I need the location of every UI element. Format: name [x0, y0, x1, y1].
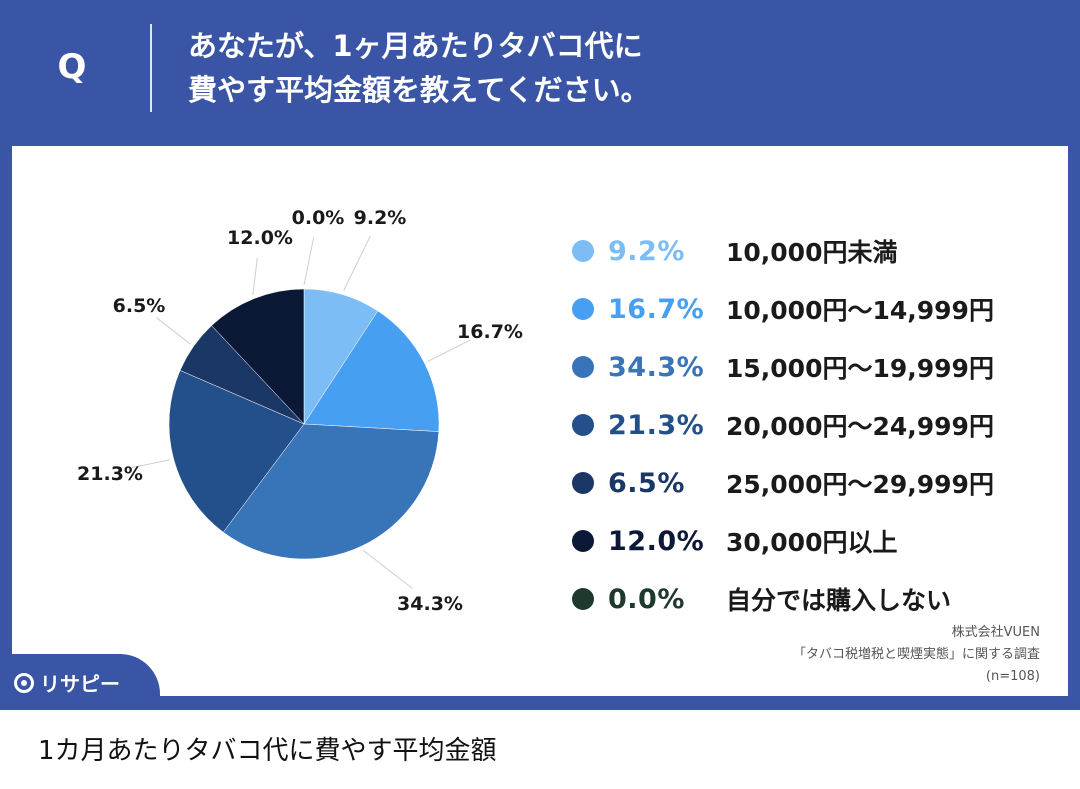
legend-item-6: 0.0% 自分では購入しない: [572, 570, 1052, 628]
question-text: あなたが、1ヶ月あたりタバコ代に 費やす平均金額を教えてください。: [188, 24, 1048, 112]
legend-item-1: 16.7% 10,000円〜14,999円: [572, 280, 1052, 338]
legend-label: 15,000円〜19,999円: [726, 354, 994, 383]
pie-chart: 9.2% 16.7% 34.3% 21.3% 6.5% 12.0%0.0%: [77, 207, 523, 615]
slice-label-3: 21.3%: [77, 463, 143, 485]
legend-percent: 34.3%: [608, 351, 705, 383]
chart-legend: 9.2% 10,000円未満 16.7% 10,000円〜14,999円 34.3% 15…: [572, 222, 1052, 628]
leader-line-6: [303, 237, 315, 286]
legend-percent: 21.3%: [608, 409, 705, 441]
legend-percent: 0.0%: [608, 583, 685, 615]
legend-percent: 16.7%: [608, 293, 705, 325]
leader-line-3: [131, 459, 170, 469]
legend-item-4: 6.5% 25,000円〜29,999円: [572, 454, 1052, 512]
slice-label-4: 6.5%: [113, 295, 166, 317]
pie-slice-3: [168, 370, 305, 533]
legend-dot-icon: [572, 472, 594, 494]
legend-item-0: 9.2% 10,000円未満: [572, 222, 1052, 280]
chart-card: 9.2% 16.7% 34.3% 21.3% 6.5% 12.0% 0.0% 9.2% 10,…: [12, 146, 1068, 696]
pie-slice-1: [303, 310, 440, 432]
pie-slice-5: [211, 288, 305, 425]
source-sample: (n=108): [985, 669, 1040, 684]
source-note: 株式会社VUEN 「タバコ税増税と喫煙実態」に関する調査 (n=108): [793, 622, 1040, 688]
question-line-1: あなたが、1ヶ月あたりタバコ代に: [188, 29, 643, 63]
logo-pin-icon: [14, 672, 34, 693]
pie-slice-0: [303, 288, 379, 425]
leader-line-2: [362, 549, 413, 589]
question-line-2: 費やす平均金額を教えてください。: [188, 73, 650, 107]
legend-percent: 9.2%: [608, 235, 685, 267]
legend-label: 30,000円以上: [726, 528, 898, 557]
pie-slice-2: [222, 423, 440, 560]
header-divider: [150, 24, 152, 112]
slice-label-1: 16.7%: [457, 321, 523, 343]
legend-label: 10,000円未満: [726, 238, 898, 267]
legend-label: 自分では購入しない: [726, 586, 952, 615]
source-company: 株式会社VUEN: [951, 625, 1040, 640]
legend-item-5: 12.0% 30,000円以上: [572, 512, 1052, 570]
legend-label: 25,000円〜29,999円: [726, 470, 994, 499]
legend-label: 20,000円〜24,999円: [726, 412, 994, 441]
brand-logo: リサピー: [14, 668, 120, 697]
legend-dot-icon: [572, 414, 594, 436]
leader-line-1: [427, 339, 471, 362]
slice-label-5: 12.0%: [227, 227, 293, 249]
slice-label-0: 9.2%: [354, 207, 407, 229]
legend-dot-icon: [572, 356, 594, 378]
question-mark: Q: [57, 47, 87, 87]
slice-label-6: 0.0%: [292, 207, 345, 229]
slice-label-2: 34.3%: [397, 593, 463, 615]
legend-percent: 6.5%: [608, 467, 685, 499]
legend-label: 10,000円〜14,999円: [726, 296, 994, 325]
legend-item-3: 21.3% 20,000円〜24,999円: [572, 396, 1052, 454]
legend-dot-icon: [572, 588, 594, 610]
legend-dot-icon: [572, 298, 594, 320]
legend-dot-icon: [572, 530, 594, 552]
legend-item-2: 34.3% 15,000円〜19,999円: [572, 338, 1052, 396]
figure-caption: 1カ月あたりタバコ代に費やす平均金額: [38, 736, 497, 766]
leader-line-0: [343, 235, 371, 291]
source-survey: 「タバコ税増税と喫煙実態」に関する調査: [792, 647, 1040, 662]
leader-line-4: [156, 317, 191, 345]
leader-line-5: [252, 257, 258, 295]
legend-percent: 12.0%: [608, 525, 705, 557]
logo-text: リサピー: [40, 672, 120, 696]
legend-dot-icon: [572, 240, 594, 262]
